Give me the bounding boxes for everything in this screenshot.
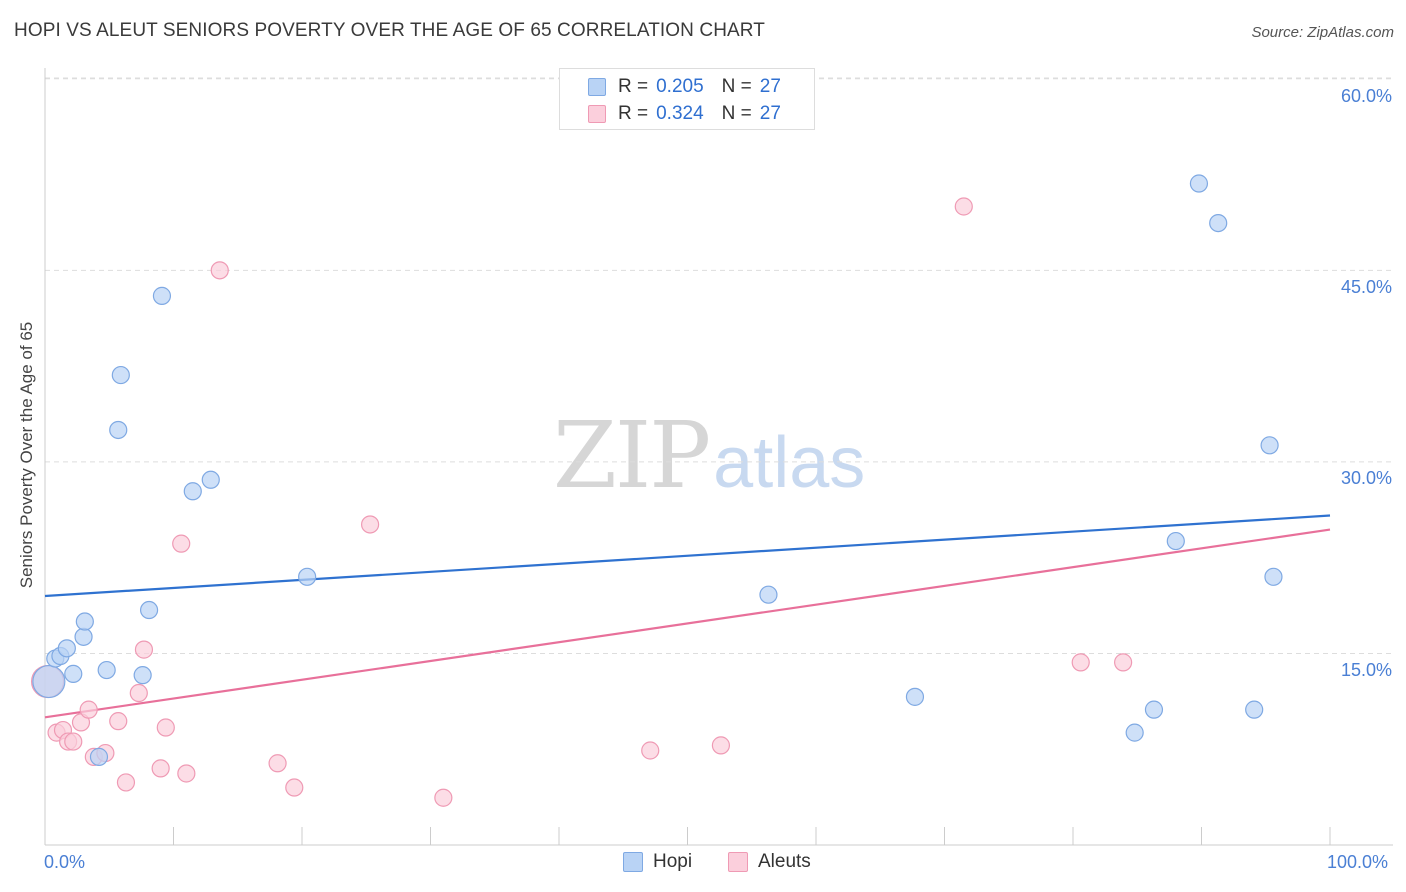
hopi-trend-line <box>44 514 1331 598</box>
hopi-point-26 <box>1264 567 1283 586</box>
source-label: Source: ZipAtlas.com <box>1251 24 1394 41</box>
aleuts-point-11 <box>129 683 148 703</box>
axes <box>44 68 1393 846</box>
aleuts-point-17 <box>210 261 229 280</box>
r-value: 0.205 <box>656 76 704 97</box>
hopi-point-16 <box>298 567 317 586</box>
y-tick-label-30: 30.0% <box>1340 468 1392 488</box>
aleuts-point-20 <box>361 515 380 534</box>
hopi-point-11 <box>133 666 152 685</box>
y-tick-label-60: 60.0% <box>1340 86 1392 106</box>
hopi-legend-label: Hopi <box>653 851 693 872</box>
chart-title: HOPI VS ALEUT SENIORS POVERTY OVER THE A… <box>14 20 765 41</box>
hopi-point-18 <box>905 687 925 706</box>
hopi-point-22 <box>1189 174 1209 193</box>
hopi-point-20 <box>1144 700 1164 719</box>
n-label: N = <box>721 76 752 97</box>
aleuts-point-4 <box>64 732 83 751</box>
hopi-point-12 <box>139 600 159 620</box>
aleuts-point-18 <box>268 754 287 773</box>
hopi-point-10 <box>111 365 130 385</box>
legend-row-aleuts: R = 0.324 N = 27 <box>588 102 781 126</box>
n-value: 27 <box>759 76 781 97</box>
trend-lines <box>44 514 1331 719</box>
hopi-point-6 <box>75 612 94 631</box>
n-value: 27 <box>759 103 781 124</box>
aleuts-legend-label: Aleuts <box>758 851 811 872</box>
aleuts-point-16 <box>177 764 196 783</box>
hopi-point-17 <box>759 585 778 604</box>
aleuts-trend-line <box>44 528 1331 719</box>
aleuts-point-23 <box>711 736 731 755</box>
hopi-point-23 <box>1209 214 1228 233</box>
aleuts-point-13 <box>151 759 170 778</box>
hopi-point-19 <box>1125 723 1144 742</box>
aleuts-point-10 <box>116 773 136 792</box>
hopi-point-13 <box>152 286 172 305</box>
aleuts-legend-swatch <box>728 852 748 872</box>
x-tick-label-max: 100.0% <box>1327 852 1389 872</box>
bottom-legend-aleuts[interactable]: Aleuts <box>728 851 811 873</box>
x-tick-label-min: 0.0% <box>44 852 86 872</box>
hopi-point-4 <box>64 664 83 683</box>
hopi-point-15 <box>201 470 220 489</box>
y-tick-label-15: 15.0% <box>1340 660 1392 680</box>
aleuts-point-21 <box>434 788 453 807</box>
hopi-point-7 <box>89 747 109 766</box>
correlation-legend: R = 0.205 N = 27 R = 0.324 N = 27 <box>559 68 815 130</box>
hopi-point-25 <box>1260 436 1279 455</box>
hopi-point-24 <box>1245 700 1264 719</box>
hopi-point-5 <box>74 627 93 646</box>
aleuts-point-19 <box>285 778 304 797</box>
data-points <box>30 174 1283 807</box>
hopi-point-0 <box>32 664 66 699</box>
aleuts-point-25 <box>1071 653 1090 672</box>
hopi-point-3 <box>57 639 76 658</box>
aleuts-point-26 <box>1114 653 1133 672</box>
aleuts-point-14 <box>156 718 175 737</box>
aleuts-point-15 <box>172 534 191 553</box>
aleuts-point-24 <box>954 197 973 216</box>
aleuts-point-12 <box>134 640 154 659</box>
r-label: R = <box>618 103 649 124</box>
aleuts-swatch <box>588 105 606 123</box>
n-label: N = <box>721 103 752 124</box>
hopi-swatch <box>588 78 606 96</box>
r-value: 0.324 <box>656 103 704 124</box>
r-label: R = <box>618 76 649 97</box>
y-tick-label-45: 45.0% <box>1340 277 1392 297</box>
aleuts-point-22 <box>641 741 660 760</box>
aleuts-point-9 <box>109 712 128 731</box>
hopi-point-8 <box>97 660 116 680</box>
aleuts-point-6 <box>79 700 98 719</box>
gridlines <box>45 77 1393 654</box>
hopi-legend-swatch <box>623 852 643 872</box>
hopi-point-14 <box>183 482 202 501</box>
hopi-point-21 <box>1166 531 1185 551</box>
bottom-legend-hopi[interactable]: Hopi <box>623 851 692 873</box>
y-axis-label: Seniors Poverty Over the Age of 65 <box>17 321 36 589</box>
legend-row-hopi: R = 0.205 N = 27 <box>588 75 781 99</box>
hopi-point-9 <box>109 420 128 440</box>
